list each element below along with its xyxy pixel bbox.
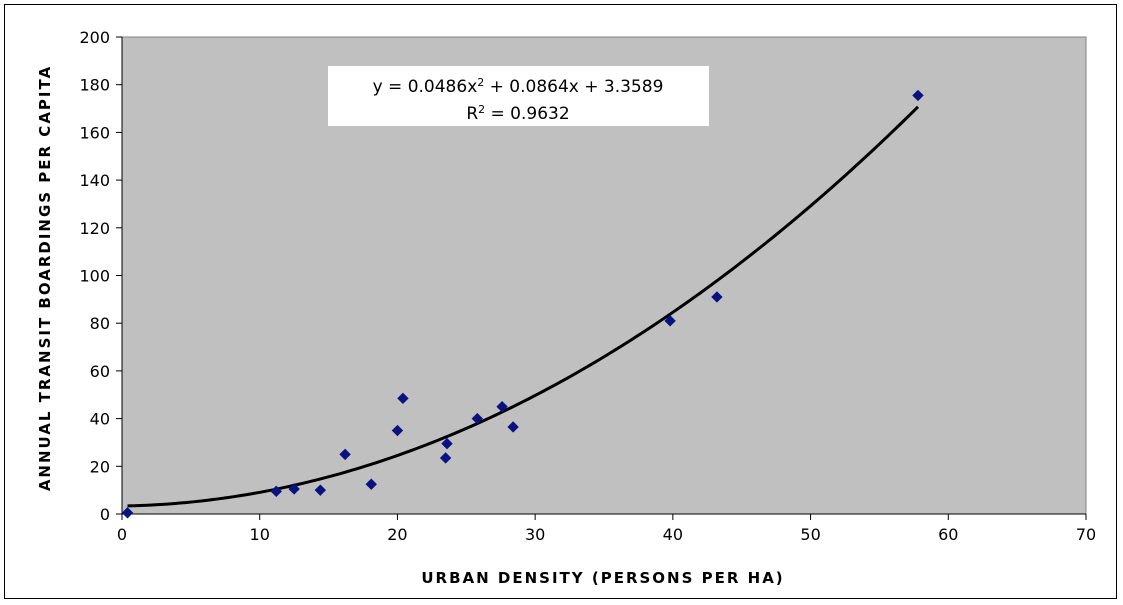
x-tick-label: 50 bbox=[800, 525, 820, 544]
trendline-equation: y = 0.0486x2 + 0.0864x + 3.3589 bbox=[373, 76, 664, 98]
data-point bbox=[664, 315, 676, 327]
y-tick-label: 80 bbox=[90, 314, 110, 333]
equation-box: y = 0.0486x2 + 0.0864x + 3.3589 R2 = 0.9… bbox=[328, 66, 709, 126]
y-tick-label: 180 bbox=[79, 76, 110, 95]
data-point bbox=[121, 507, 134, 519]
data-point bbox=[507, 421, 519, 433]
x-tick-label: 10 bbox=[250, 525, 270, 544]
x-tick-label: 20 bbox=[387, 525, 407, 544]
y-tick-label: 140 bbox=[79, 171, 110, 190]
trendline bbox=[127, 105, 920, 508]
data-point bbox=[391, 424, 404, 437]
x-axis: 0 10 20 30 40 50 60 70 bbox=[117, 513, 1096, 544]
y-tick-label: 0 bbox=[100, 505, 110, 524]
data-point bbox=[496, 400, 508, 413]
y-tick-label: 160 bbox=[79, 123, 110, 142]
y-tick-label: 120 bbox=[79, 219, 110, 238]
y-axis: 0 20 40 60 80 100 120 140 160 180 200 bbox=[79, 28, 123, 524]
data-point bbox=[912, 89, 924, 102]
x-axis-title: URBAN DENSITY (PERSONS PER HA) bbox=[421, 569, 784, 587]
x-tick-label: 60 bbox=[938, 525, 958, 544]
data-point bbox=[314, 484, 327, 496]
data-point bbox=[441, 437, 453, 450]
data-point bbox=[397, 392, 409, 405]
data-point bbox=[288, 483, 300, 495]
x-tick-label: 70 bbox=[1076, 525, 1096, 544]
data-point bbox=[711, 291, 723, 303]
y-tick-label: 200 bbox=[79, 28, 110, 47]
data-point bbox=[270, 485, 282, 498]
r-squared-label: R2 = 0.9632 bbox=[466, 103, 569, 125]
data-point bbox=[439, 452, 452, 464]
x-tick-label: 30 bbox=[525, 525, 545, 544]
y-tick-label: 20 bbox=[90, 457, 110, 476]
x-tick-label: 0 bbox=[117, 525, 127, 544]
y-tick-label: 40 bbox=[90, 410, 110, 429]
data-point bbox=[365, 478, 377, 490]
equation-background bbox=[328, 66, 709, 126]
x-tick-label: 40 bbox=[663, 525, 683, 544]
data-point bbox=[339, 448, 351, 461]
y-tick-label: 100 bbox=[79, 267, 110, 286]
data-points bbox=[121, 89, 924, 519]
y-tick-label: 60 bbox=[90, 362, 110, 381]
data-point bbox=[471, 412, 484, 425]
y-axis-title: ANNUAL TRANSIT BOARDINGS PER CAPITA bbox=[36, 65, 54, 491]
